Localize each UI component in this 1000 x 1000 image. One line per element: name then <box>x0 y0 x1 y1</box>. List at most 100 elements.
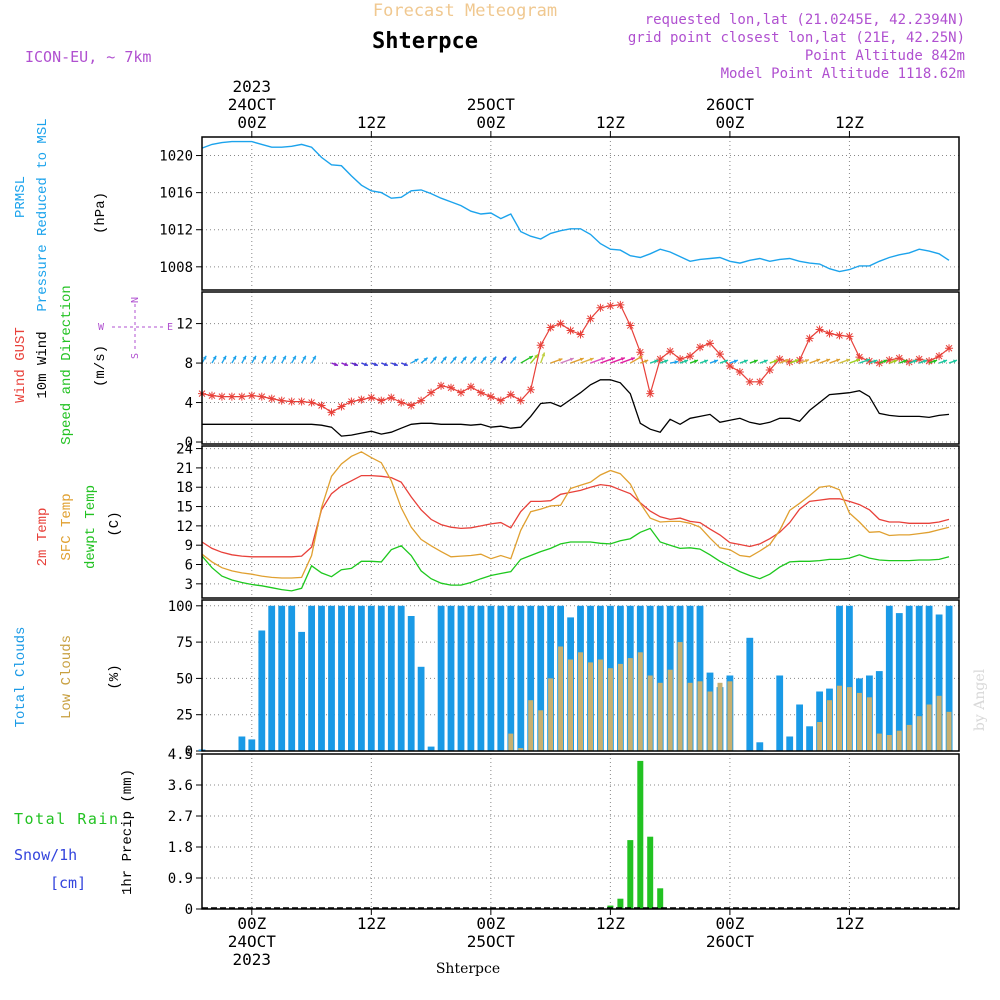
wind-arrow-head <box>393 362 398 367</box>
cloud-unit: (%) <box>107 664 123 689</box>
low-clouds-bar <box>707 691 713 751</box>
total-clouds-bar <box>238 736 246 751</box>
low-clouds-bar <box>657 682 663 751</box>
low-clouds-bar <box>558 646 564 751</box>
gust-marker <box>785 358 794 367</box>
total-clouds-bar <box>427 746 435 751</box>
wind-arrow-head <box>620 357 625 361</box>
y-tick-label: 4.5 <box>168 747 193 763</box>
gust-marker <box>636 348 645 357</box>
wind-arrow-head <box>674 360 679 365</box>
bottom-time-label: 12Z <box>835 914 864 933</box>
low-clouds-bar <box>627 658 633 751</box>
gust-marker <box>845 332 854 341</box>
total-clouds-bar <box>806 726 813 751</box>
gust-marker <box>715 350 724 359</box>
low-clouds-label: Low Clouds <box>59 635 75 719</box>
gust-marker <box>327 408 336 417</box>
total-clouds-bar <box>377 605 385 751</box>
dewpoint-line <box>201 527 950 592</box>
wind-frame <box>201 291 960 445</box>
y-tick-label: 3 <box>185 577 193 593</box>
gust-marker <box>516 396 525 405</box>
wind-arrow-head <box>933 359 937 364</box>
top-time-label: 26OCT <box>706 95 755 114</box>
pressure-line <box>201 140 950 273</box>
clouds-frame <box>201 599 960 752</box>
total-clouds-bar <box>885 605 893 751</box>
low-clouds-bar <box>568 659 573 751</box>
gust-marker <box>357 395 366 404</box>
wind-arrow-head <box>492 356 497 361</box>
gust-marker <box>775 355 784 364</box>
wind-arrow-head <box>472 356 477 361</box>
model-name: ICON-EU, ~ 7km <box>25 48 151 66</box>
gust-marker <box>915 355 924 364</box>
total-clouds-label: Total Clouds <box>13 627 29 728</box>
precip-frame <box>201 753 960 910</box>
gust-marker <box>895 354 904 363</box>
wind-arrow-head <box>826 358 831 363</box>
wind-arrow-head <box>579 357 584 362</box>
total-clouds-bar <box>746 637 754 752</box>
compass-north: N <box>130 297 141 303</box>
gust-marker <box>596 303 605 312</box>
low-clouds-bar <box>597 659 603 751</box>
total-clouds-bar <box>338 605 345 751</box>
rain-bar <box>637 760 644 909</box>
gust-marker <box>217 392 226 401</box>
gust-marker <box>935 352 944 361</box>
rain-bar <box>627 840 634 909</box>
total-clouds-bar <box>786 736 794 751</box>
total-clouds-bar <box>358 605 365 751</box>
gust-marker <box>546 323 555 332</box>
gust-marker <box>237 392 246 401</box>
wind-arrow-head <box>684 359 688 364</box>
gust-marker <box>427 388 436 397</box>
top-time-label: 12Z <box>596 113 625 132</box>
temperature-panel: 3 6 9 12 15 18 21 24 <box>176 442 960 599</box>
total-clouds-bar <box>895 613 903 751</box>
wind-arrow-head <box>644 359 649 364</box>
y-tick-label: 0 <box>185 902 193 918</box>
y-tick-label: 1020 <box>159 149 193 165</box>
gust-marker <box>476 388 485 397</box>
pressure-panel: 1008 1012 1016 1020 <box>159 136 960 291</box>
total-clouds-bar <box>477 605 485 751</box>
wind-arrow-head <box>334 362 339 367</box>
compass-east: E <box>167 322 173 333</box>
wind-arrow-head <box>873 359 878 364</box>
temp2m-line <box>201 474 950 558</box>
wind-arrow-head <box>654 359 659 364</box>
wind-arrow-head <box>763 359 768 364</box>
gust-marker <box>277 396 286 405</box>
wind-panel: 0 4 8 12 <box>176 291 960 451</box>
compass-west: W <box>98 322 105 333</box>
pressure-frame <box>201 136 960 291</box>
low-clouds-bar <box>647 675 653 751</box>
total-clouds-bar <box>537 605 545 751</box>
total-clouds-bar <box>278 605 286 751</box>
low-clouds-bar <box>926 704 932 751</box>
precip-panel: 0 0.9 1.8 2.7 3.6 4.5 <box>168 747 960 918</box>
total-clouds-bar <box>417 666 425 751</box>
low-clouds-bar <box>946 711 952 751</box>
low-clouds-bar <box>876 733 882 751</box>
clouds-panel: 0 25 50 75 100 <box>168 599 960 760</box>
bottom-time-label: 12Z <box>596 914 625 933</box>
y-tick-label: 0 <box>185 744 193 760</box>
low-clouds-bar <box>687 682 693 751</box>
wind-arrow-head <box>694 359 698 364</box>
pressure-sublabel: Pressure Reduced to MSL <box>35 118 51 311</box>
gust-marker <box>417 396 426 405</box>
wind-arrow-head <box>414 358 419 363</box>
gust-marker <box>795 356 804 365</box>
gust-marker <box>486 392 495 401</box>
wind-arrow-head <box>883 359 888 364</box>
temp-unit: (C) <box>107 511 123 536</box>
total-clouds-bar <box>796 704 803 751</box>
gust-marker <box>556 319 565 328</box>
wind-arrow-head <box>664 359 669 364</box>
total-clouds-bar <box>816 691 823 751</box>
wind-arrow-head <box>866 358 870 363</box>
